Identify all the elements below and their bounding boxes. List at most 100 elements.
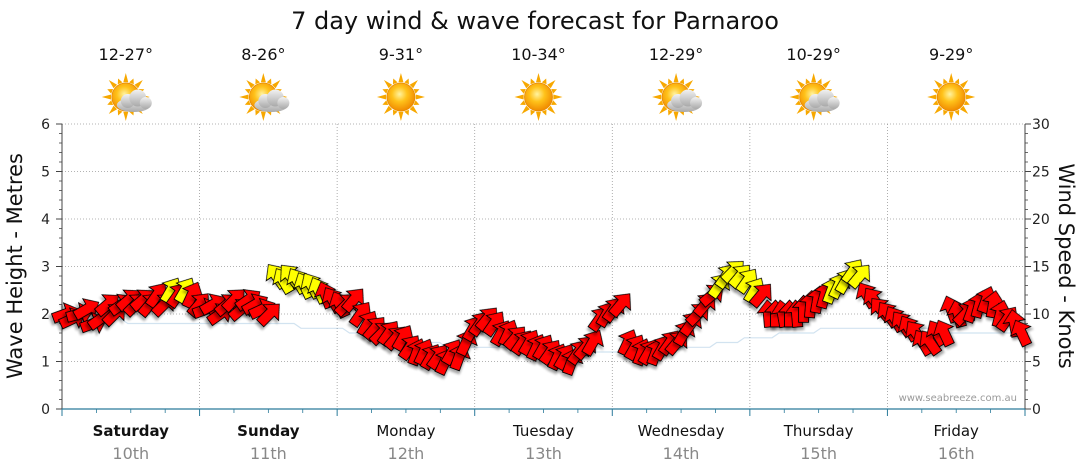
cloud-puff <box>690 97 703 109</box>
sun-ray <box>822 80 831 89</box>
sun-icon <box>376 73 425 121</box>
sun-ray <box>398 111 404 121</box>
date-label: 15th <box>800 444 837 463</box>
date-label: 16th <box>938 444 975 463</box>
sun-ray <box>536 111 541 121</box>
sun-ray <box>409 105 418 114</box>
sun-ray <box>117 78 123 85</box>
wind-arrow <box>1009 319 1033 348</box>
sun-ray <box>668 78 673 85</box>
wind-arrow <box>607 293 632 319</box>
sun-ray <box>954 109 960 116</box>
sun-ray <box>796 80 805 89</box>
sun-ray <box>659 80 668 89</box>
sun-ray <box>520 89 526 94</box>
sun-ray <box>541 109 547 116</box>
sun-ray <box>107 100 114 105</box>
sun-ray <box>521 80 530 89</box>
temperature-label: 9-31° <box>379 45 423 64</box>
sun-disc <box>936 82 966 112</box>
day-label: Saturday <box>93 422 170 440</box>
y-right-tick-label: 30 <box>1032 117 1050 133</box>
sun-ray <box>948 73 954 83</box>
temperature-label: 8-26° <box>241 45 285 64</box>
sun-ray <box>551 89 557 94</box>
sun-ray <box>123 73 129 83</box>
sun-ray <box>805 109 811 116</box>
wind-arrow <box>348 301 372 329</box>
sun-ray <box>382 100 389 105</box>
wind-arrow <box>846 264 871 290</box>
sun-ray <box>246 80 255 89</box>
sun-ray <box>383 105 393 114</box>
sun-icon <box>514 73 563 121</box>
sun-ray <box>943 78 948 85</box>
sun-ray <box>805 78 811 85</box>
temperature-label: 9-29° <box>929 45 973 64</box>
sun-ray <box>382 89 389 94</box>
sun-ray <box>536 73 541 83</box>
temperature-label: 12-27° <box>99 45 154 64</box>
wind-arrow <box>482 311 506 338</box>
cloud <box>254 89 290 112</box>
sun-ray <box>260 111 266 121</box>
y-right-tick-label: 25 <box>1032 165 1050 181</box>
wind-arrow <box>735 268 759 295</box>
sun-ray <box>943 109 948 116</box>
sun-ray <box>553 94 563 100</box>
sun-ray <box>117 109 123 116</box>
sun-ray <box>795 100 801 105</box>
sun-ray <box>932 89 939 94</box>
sun-cloud-icon <box>789 73 840 121</box>
sun-ray <box>415 94 425 100</box>
sun-ray <box>963 100 970 105</box>
sun-ray <box>246 105 255 114</box>
credit-label: www.seabreeze.com.au <box>899 393 1017 404</box>
temperature-label: 12-29° <box>649 45 704 64</box>
cloud <box>116 89 152 112</box>
y-axis-left-title: Wave Height - Metres <box>3 153 27 379</box>
sun-ray <box>657 89 664 94</box>
sun-ray <box>551 100 557 105</box>
sun-ray <box>684 80 694 89</box>
sun-ray <box>795 89 801 94</box>
day-label: Monday <box>376 422 435 440</box>
sun-ray <box>266 78 272 85</box>
sun-ray <box>547 105 556 114</box>
cloud <box>804 89 840 112</box>
sun-ray <box>963 89 970 94</box>
sun-ray <box>134 80 143 89</box>
sun-rays <box>927 73 976 121</box>
sun-ray <box>932 100 939 105</box>
sun-disc <box>386 82 416 112</box>
wind-arrow <box>256 303 280 328</box>
sun-ray <box>409 80 418 89</box>
sun-ray <box>244 89 251 94</box>
chart-title: 7 day wind & wave forecast for Parnaroo <box>291 7 779 35</box>
sun-ray <box>811 111 817 121</box>
day-label: Tuesday <box>512 422 574 440</box>
sun-ray <box>659 105 668 114</box>
sun-ray <box>392 109 398 116</box>
sun-ray <box>413 89 420 94</box>
temperature-label: 10-34° <box>511 45 566 64</box>
sun-ray <box>404 78 409 85</box>
sun-ray <box>376 94 387 100</box>
sun-ray <box>679 78 685 85</box>
sun-ray <box>673 73 679 83</box>
y-right-tick-label: 20 <box>1032 212 1050 228</box>
sun-ray <box>657 100 664 105</box>
sun-ray <box>108 80 118 89</box>
temperature-label: 10-29° <box>786 45 841 64</box>
sun-ray <box>260 73 266 83</box>
sun-ray <box>129 78 134 85</box>
y-right-tick-label: 5 <box>1032 355 1041 371</box>
sun-ray <box>673 111 679 121</box>
wind-arrow <box>932 319 955 348</box>
sun-ray <box>255 109 261 116</box>
cloud-puff <box>277 97 290 109</box>
sun-ray <box>392 78 398 85</box>
sun-ray <box>547 80 556 89</box>
y-left-tick-label: 2 <box>41 307 50 323</box>
sun-ray <box>948 111 954 121</box>
